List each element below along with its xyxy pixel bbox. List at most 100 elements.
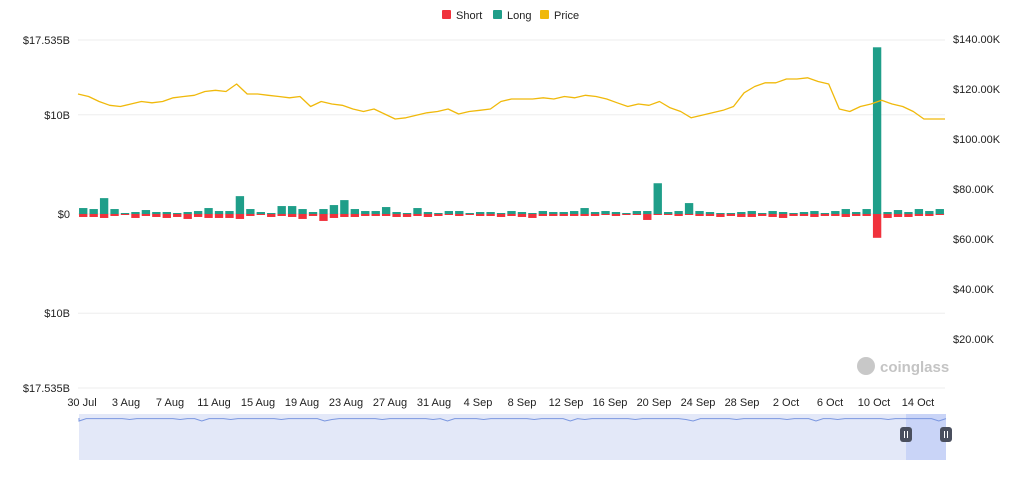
long-bar [893, 210, 903, 214]
long-bar [319, 209, 328, 214]
short-bar [162, 214, 171, 218]
long-bar [622, 213, 631, 214]
short-bar [496, 214, 506, 217]
long-bar [684, 203, 694, 214]
navigator-handle-right[interactable] [940, 427, 952, 442]
short-bar [225, 214, 234, 218]
short-bar [214, 214, 224, 218]
short-bar [183, 214, 192, 219]
long-bar [486, 212, 495, 214]
long-bar [402, 213, 412, 214]
x-axis: 30 Jul 3 Aug 7 Aug 11 Aug 15 Aug 19 Aug 23 Aug… [67, 397, 934, 409]
x-tick-label: 16 Sep [593, 397, 628, 409]
long-bar [162, 212, 171, 214]
short-bar [204, 214, 213, 218]
long-bar [841, 209, 850, 214]
long-bar [141, 210, 151, 214]
short-bar [914, 214, 924, 216]
long-bar [434, 213, 443, 214]
short-bar [298, 214, 307, 219]
short-bar [89, 214, 98, 217]
short-bar [549, 214, 558, 216]
left-axis: $17.535B $10B $0 $10B $17.535B [23, 35, 70, 395]
short-bar [674, 214, 683, 216]
long-bar [789, 213, 798, 214]
long-bar [214, 211, 224, 214]
long-bar [340, 200, 349, 214]
long-bar [517, 212, 527, 214]
short-bar [99, 214, 109, 218]
legend-label-long: Long [507, 10, 531, 22]
short-bar [768, 214, 777, 217]
x-tick-label: 8 Sep [508, 397, 537, 409]
short-bar [528, 214, 537, 218]
long-bar [298, 209, 307, 214]
long-bar [173, 213, 182, 214]
long-bar [747, 211, 756, 214]
range-navigator[interactable] [78, 414, 952, 460]
x-tick-label: 31 Aug [417, 397, 451, 409]
short-bar [340, 214, 349, 217]
short-bar [381, 214, 391, 216]
short-bar [841, 214, 850, 217]
right-tick-label: $60.00K [953, 234, 995, 246]
right-tick-label: $120.00K [953, 84, 1001, 96]
short-bar [695, 214, 704, 216]
short-bar [141, 214, 151, 216]
short-bar [852, 214, 861, 216]
short-bar [392, 214, 401, 217]
long-bar [883, 212, 892, 214]
short-bar [601, 214, 610, 215]
short-bar [517, 214, 527, 217]
short-bar [423, 214, 433, 217]
long-bar [225, 211, 234, 214]
left-tick-label: $10B [44, 308, 70, 320]
short-bar [747, 214, 756, 217]
short-bar [632, 214, 642, 215]
long-bar [737, 212, 746, 214]
short-bar [580, 214, 589, 216]
short-bar [559, 214, 568, 216]
long-bar [423, 212, 433, 214]
long-bar [559, 212, 568, 214]
long-bar [601, 211, 610, 214]
short-bar [402, 214, 412, 217]
short-bar [653, 214, 662, 215]
short-bar [329, 214, 339, 218]
x-tick-label: 14 Oct [902, 397, 934, 409]
left-tick-label: $10B [44, 110, 70, 122]
long-bar [611, 212, 621, 214]
navigator-line [78, 418, 947, 422]
long-bar [455, 211, 464, 214]
short-bar [611, 214, 621, 216]
short-bar [726, 214, 736, 216]
x-tick-label: 19 Aug [285, 397, 319, 409]
short-bar [872, 214, 882, 238]
long-bar [361, 211, 370, 214]
long-bar [569, 211, 579, 214]
short-bar [350, 214, 359, 217]
long-bar [820, 213, 830, 214]
long-bar [549, 212, 558, 214]
navigator-handle-left[interactable] [900, 427, 912, 442]
long-bar [590, 212, 600, 214]
x-tick-label: 20 Sep [637, 397, 672, 409]
long-bar [935, 209, 944, 214]
navigator-selection [906, 414, 946, 460]
short-bar [455, 214, 464, 216]
x-tick-label: 27 Aug [373, 397, 407, 409]
long-bar [120, 213, 130, 214]
long-bar [465, 213, 474, 214]
left-tick-label: $17.535B [23, 383, 70, 395]
left-tick-label: $0 [58, 209, 70, 221]
short-bar [705, 214, 715, 216]
short-bar [235, 214, 245, 219]
long-bar [89, 209, 98, 214]
long-bar [925, 211, 934, 214]
long-bar [726, 213, 736, 214]
long-bar [914, 209, 924, 214]
short-bar [799, 214, 809, 216]
short-bar [246, 214, 255, 216]
long-bar [183, 212, 192, 214]
